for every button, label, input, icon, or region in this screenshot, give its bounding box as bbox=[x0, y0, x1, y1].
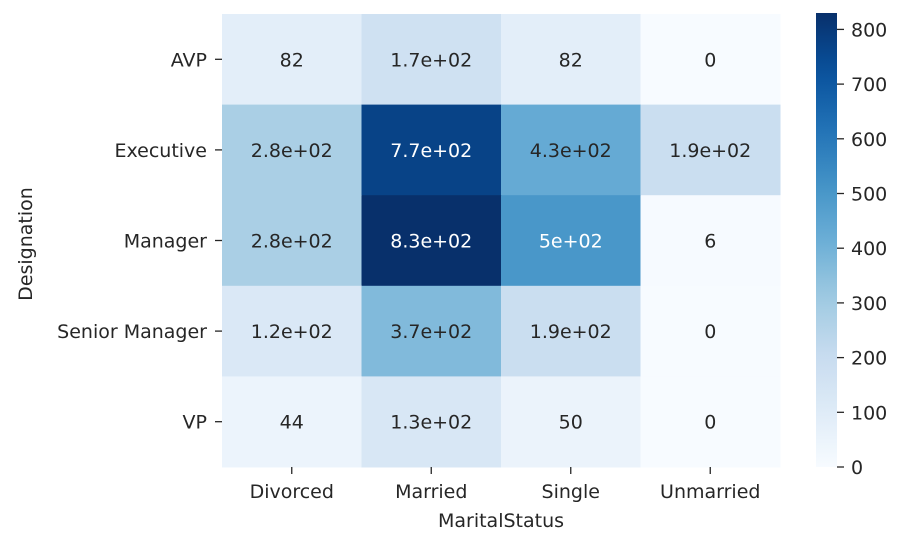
heatmap-cell bbox=[501, 376, 641, 468]
cell-value-label: 1.7e+02 bbox=[390, 49, 472, 71]
heatmap-cell bbox=[501, 285, 641, 377]
x-tick-label: Married bbox=[395, 481, 467, 503]
heatmap-cell bbox=[361, 195, 502, 287]
heatmap-cell-labels: 82 1.7e+02 82 0 2.8e+02 7.7e+02 4.3e+02 1.9e+02… bbox=[251, 49, 752, 433]
heatmap-cell bbox=[361, 14, 502, 106]
cell-value-label: 1.9e+02 bbox=[530, 321, 612, 343]
x-tick-label: Divorced bbox=[250, 481, 334, 503]
y-axis-ticks: AVP Executive Manager Senior Manager VP bbox=[57, 49, 222, 434]
cell-value-label: 5e+02 bbox=[539, 231, 603, 253]
colorbar-tick-label: 700 bbox=[851, 74, 887, 96]
cell-value-label: 1.3e+02 bbox=[390, 412, 472, 434]
cell-value-label: 2.8e+02 bbox=[251, 231, 333, 253]
cell-value-label: 7.7e+02 bbox=[390, 140, 472, 162]
colorbar-tick-label: 500 bbox=[851, 184, 887, 206]
y-tick-label: VP bbox=[183, 412, 207, 434]
cell-value-label: 2.8e+02 bbox=[251, 140, 333, 162]
heatmap-cell bbox=[640, 376, 781, 468]
heatmap-cell bbox=[361, 376, 502, 468]
cell-value-label: 0 bbox=[704, 412, 716, 434]
colorbar-tick-label: 800 bbox=[851, 19, 887, 41]
y-tick-label: Manager bbox=[124, 231, 207, 253]
heatmap-cell bbox=[501, 104, 641, 196]
colorbar-tick-label: 200 bbox=[851, 348, 887, 370]
y-tick-label: Senior Manager bbox=[57, 321, 207, 343]
cell-value-label: 0 bbox=[704, 321, 716, 343]
x-tick-label: Single bbox=[542, 481, 600, 503]
cell-value-label: 8.3e+02 bbox=[390, 231, 472, 253]
colorbar-tick-label: 400 bbox=[851, 238, 887, 260]
colorbar bbox=[816, 13, 837, 467]
y-tick-label: Executive bbox=[114, 140, 207, 162]
x-tick-label: Unmarried bbox=[660, 481, 760, 503]
heatmap-cell bbox=[222, 14, 362, 106]
heatmap-cell bbox=[222, 104, 362, 196]
heatmap-cell bbox=[640, 14, 781, 106]
colorbar-ticks: 0 100 200 300 400 500 600 700 800 bbox=[837, 19, 887, 479]
x-axis-title: MaritalStatus bbox=[438, 510, 564, 532]
colorbar-tick-label: 600 bbox=[851, 129, 887, 151]
heatmap-cell bbox=[222, 285, 362, 377]
cell-value-label: 44 bbox=[280, 412, 304, 434]
cell-value-label: 1.9e+02 bbox=[669, 140, 751, 162]
colorbar-tick-label: 0 bbox=[851, 457, 863, 479]
y-tick-label: AVP bbox=[171, 49, 207, 71]
x-axis-ticks: Divorced Married Single Unmarried bbox=[250, 467, 760, 503]
cell-value-label: 3.7e+02 bbox=[390, 321, 472, 343]
cell-value-label: 1.2e+02 bbox=[251, 321, 333, 343]
colorbar-tick-label: 300 bbox=[851, 293, 887, 315]
y-axis-title: Designation bbox=[15, 187, 37, 301]
colorbar-tick-label: 100 bbox=[851, 402, 887, 424]
cell-value-label: 82 bbox=[280, 49, 304, 71]
heatmap-cell bbox=[501, 14, 641, 106]
heatmap-cell bbox=[501, 195, 641, 287]
heatmap-cell bbox=[640, 285, 781, 377]
heatmap-cell bbox=[361, 285, 502, 377]
cell-value-label: 4.3e+02 bbox=[530, 140, 612, 162]
cell-value-label: 82 bbox=[559, 49, 583, 71]
cell-value-label: 6 bbox=[704, 231, 716, 253]
heatmap-cell bbox=[222, 195, 362, 287]
heatmap-cell bbox=[640, 195, 781, 287]
heatmap-cell bbox=[361, 104, 502, 196]
heatmap-cell bbox=[640, 104, 781, 196]
heatmap-cell bbox=[222, 376, 362, 468]
heatmap-cells bbox=[222, 14, 781, 468]
cell-value-label: 50 bbox=[559, 412, 583, 434]
cell-value-label: 0 bbox=[704, 49, 716, 71]
